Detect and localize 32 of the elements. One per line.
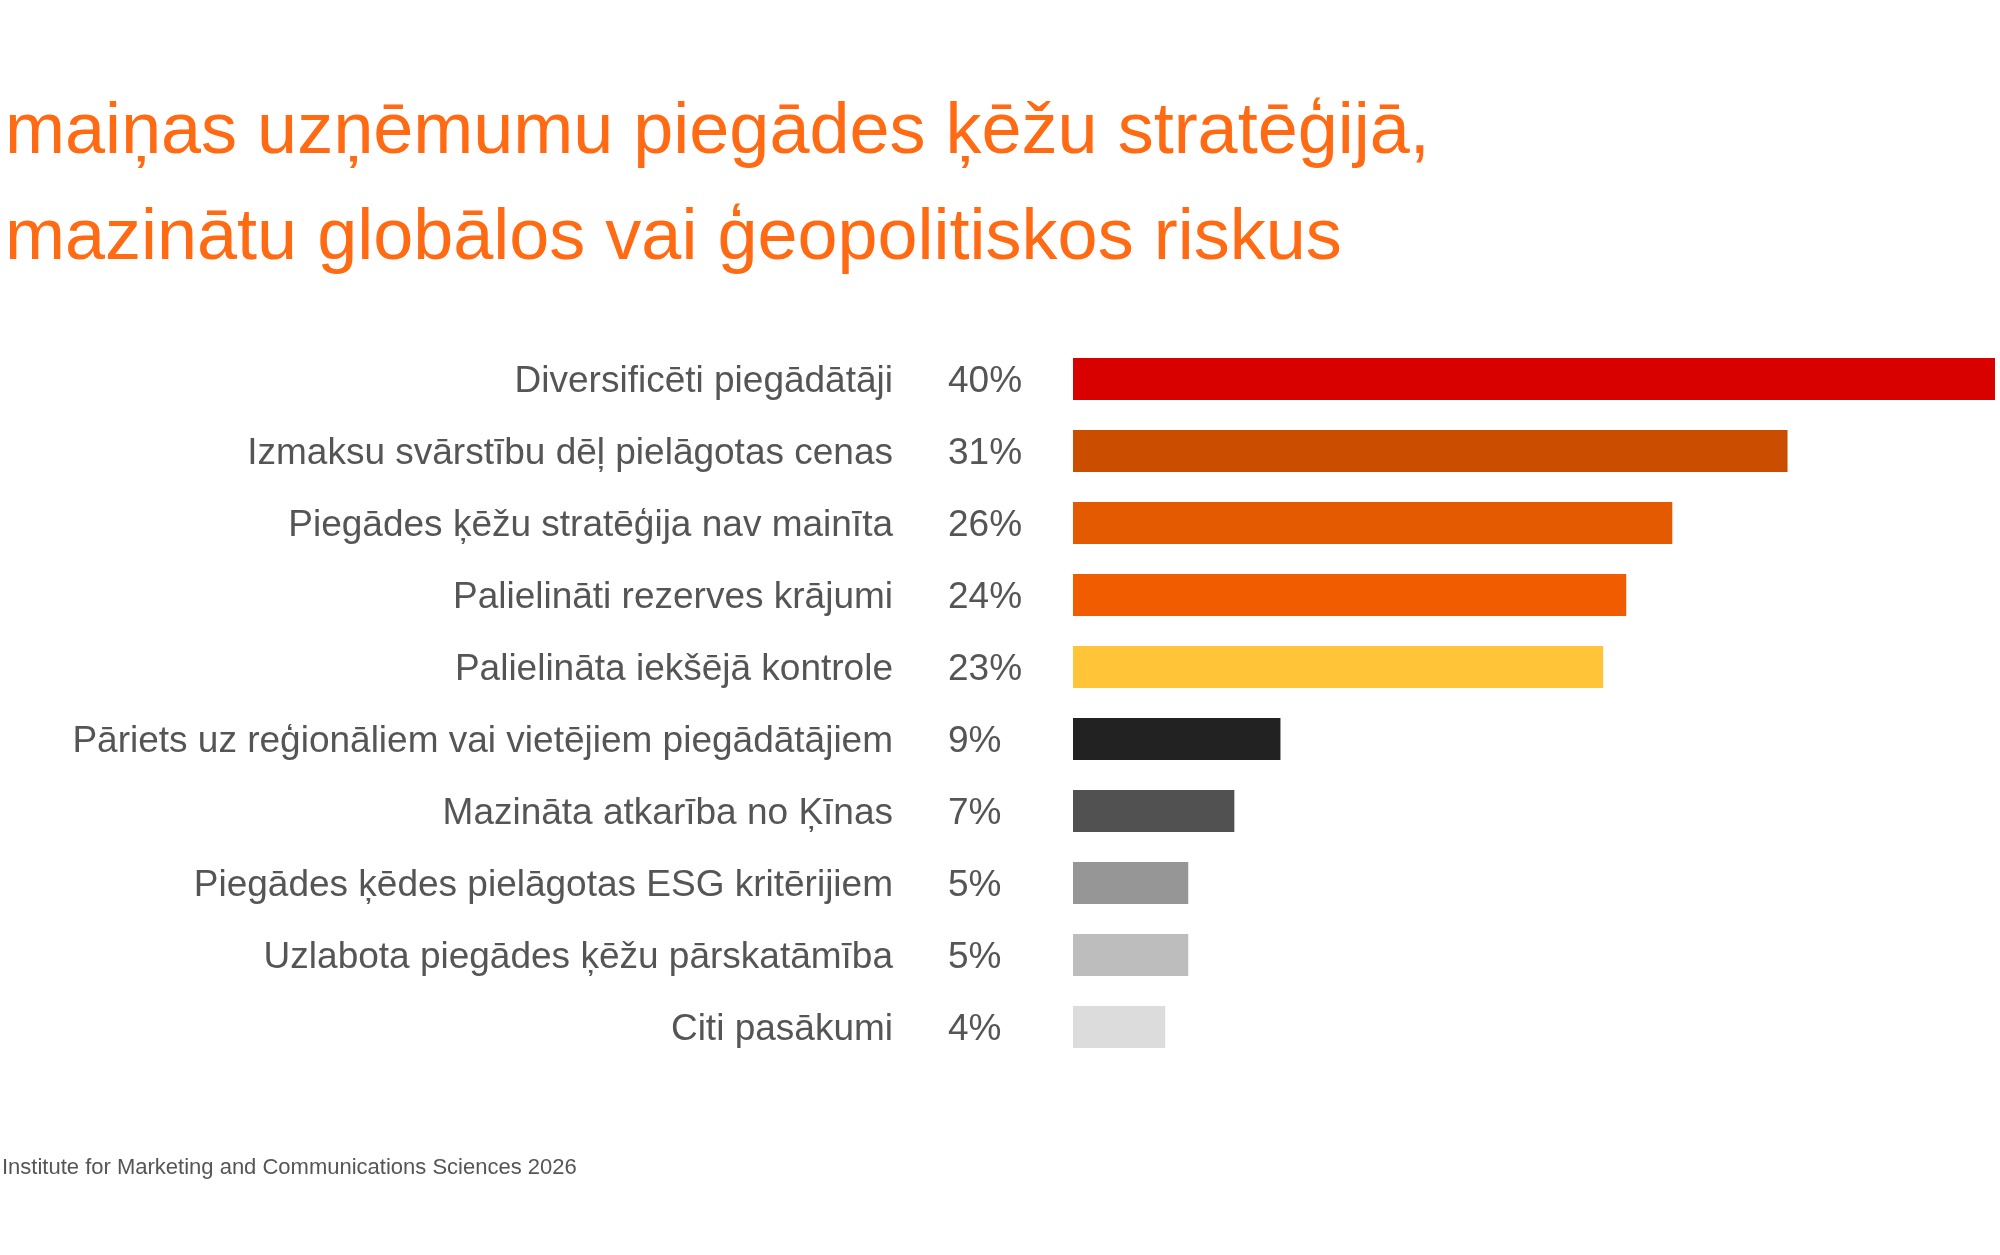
data-label: 5% xyxy=(948,934,1002,976)
data-label: 23% xyxy=(948,646,1023,688)
y-tick-label: Palielināti rezerves krājumi xyxy=(452,574,893,616)
bar xyxy=(1073,502,1673,544)
data-label: 9% xyxy=(948,718,1002,760)
chart-title: maiņas uzņēmumu piegādes ķēžu stratēģijā, mazinātu globālos vai ģeopolitiskos riskus xyxy=(5,88,1430,274)
y-tick-label: Palielināta iekšējā kontrole xyxy=(454,646,893,688)
data-label: 7% xyxy=(948,790,1002,832)
data-label: 26% xyxy=(948,502,1023,544)
y-tick-label: Izmaksu svārstību dēļ pielāgotas cenas xyxy=(247,430,893,472)
y-tick-label: Diversificēti piegādātāji xyxy=(514,358,893,400)
bar xyxy=(1073,862,1189,904)
y-tick-label: Mazināta atkarība no Ķīnas xyxy=(442,790,893,832)
y-tick-label: Uzlabota piegādes ķēžu pārskatāmība xyxy=(263,934,894,976)
y-tick-label: Piegādes ķēžu stratēģija nav mainīta xyxy=(288,502,894,544)
bar xyxy=(1073,1006,1166,1048)
data-label: 24% xyxy=(948,574,1023,616)
bar xyxy=(1073,790,1235,832)
y-tick-label: Citi pasākumi xyxy=(670,1006,893,1048)
data-label: 40% xyxy=(948,358,1023,400)
data-label: 5% xyxy=(948,862,1002,904)
bar xyxy=(1073,358,1995,400)
y-tick-label: Pāriets uz reģionāliem vai vietējiem piegādātājiem xyxy=(72,718,893,760)
bar xyxy=(1073,646,1604,688)
text: Institute for Marketing and Communications Sciences 2026 xyxy=(2,1153,577,1179)
bar xyxy=(1073,574,1627,616)
bar xyxy=(1073,934,1189,976)
bar xyxy=(1073,718,1281,760)
data-label: 31% xyxy=(948,430,1023,472)
bar xyxy=(1073,430,1788,472)
y-tick-label: Piegādes ķēdes pielāgotas ESG kritērijiem xyxy=(193,862,893,904)
data-label: 4% xyxy=(948,1006,1002,1048)
